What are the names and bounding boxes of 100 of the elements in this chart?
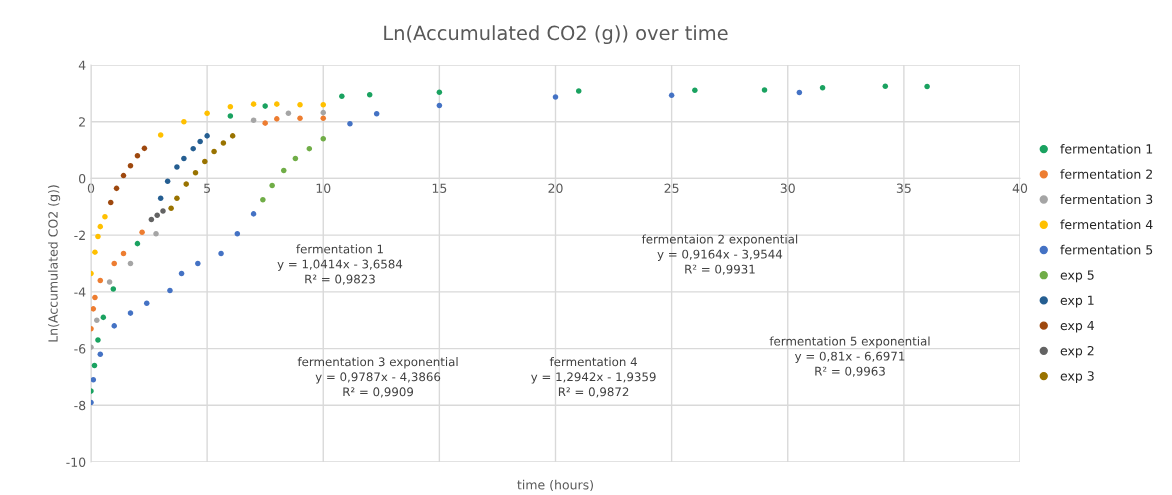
point [250,101,257,107]
point [106,279,113,285]
point [552,94,559,100]
point [575,88,582,94]
point [692,87,698,94]
point [174,164,180,170]
point [134,240,141,247]
y-tick-label: -6 [74,344,86,354]
legend-label: exp 2 [1060,345,1094,358]
x-tick-label: 35 [896,183,911,193]
legend-label: exp 5 [1060,270,1094,283]
point [174,195,180,202]
point [111,260,117,267]
legend-label: exp 1 [1060,295,1094,308]
point [111,323,117,329]
point [127,162,134,169]
point [229,133,236,139]
legend-label: fermentation 3 [1060,194,1153,205]
point [168,205,174,211]
point [274,101,280,107]
x-tick-label: 10 [316,183,331,193]
y-tick-label: -2 [74,230,85,240]
point [306,145,313,152]
point [143,300,150,306]
point [95,337,101,343]
annotation: fermentation 3 exponential y = 0,9787x - 4,3866 R² = 0,9909 [297,357,458,398]
annotation: fermentation 1 y = 1,0414x - 3,6584 R² = 0,9823 [277,244,403,285]
annotation: fermentaion 2 exponential y = 0,9164x - 3,9544 R² = 0,9931 [641,234,798,275]
point [100,314,107,321]
point [91,362,98,369]
point [153,230,159,237]
y-tick-label: 4 [78,60,86,70]
point [250,211,257,217]
point [819,84,826,91]
point [204,133,210,139]
point [269,182,275,189]
chart-title: Ln(Accumulated CO2 (g)) over time [384,25,728,45]
point [192,169,199,176]
point [127,310,134,316]
point [183,181,189,187]
point [262,103,268,109]
legend-label: fermentation 2 [1060,169,1152,179]
point [347,120,353,127]
point [181,155,187,162]
point [134,152,141,159]
point [297,115,303,122]
point [178,270,185,277]
legend-label: exp 4 [1060,320,1095,333]
point [218,250,224,257]
point [436,102,443,109]
point [668,92,675,99]
point [366,92,373,98]
point [154,212,160,219]
point [139,229,145,236]
y-tick-label: -4 [74,287,86,297]
point [97,223,104,230]
point [227,113,234,119]
point [320,115,327,122]
point [195,260,201,267]
legend-label: fermentation 1 [1060,143,1153,154]
legend-label: fermentation 5 [1060,244,1153,255]
point [280,167,287,174]
point [924,83,930,90]
point [197,138,203,145]
point [211,148,217,155]
point [167,287,173,294]
point [107,199,114,206]
point [202,158,208,165]
point [97,351,104,358]
x-tick-label: 15 [432,183,447,193]
point [157,195,164,202]
x-tick-label: 5 [204,183,211,193]
point [260,196,266,203]
point [220,140,227,146]
point [160,208,166,214]
x-tick-label: 30 [780,183,795,193]
point [148,216,155,223]
point [91,306,97,312]
point [113,185,120,192]
legend-label: exp 3 [1060,371,1094,384]
point [274,116,280,122]
point [97,277,104,284]
point [297,101,303,108]
point [285,110,292,116]
point [95,233,101,240]
point [110,286,117,292]
point [320,101,327,108]
annotation: fermentation 4 y = 1,2942x - 1,9359 R² = 0,9872 [531,357,656,398]
point [320,135,327,142]
point [92,249,98,255]
point [882,83,889,90]
x-tick-label: 20 [548,183,563,193]
point [796,89,803,96]
x-tick-label: 0 [87,183,95,193]
y-axis-title: Ln(Accumulated CO2 (g)) [48,185,61,342]
y-tick-label: 0 [79,173,86,184]
point [250,117,257,124]
point [92,294,98,301]
point [373,111,380,117]
point [204,110,210,116]
